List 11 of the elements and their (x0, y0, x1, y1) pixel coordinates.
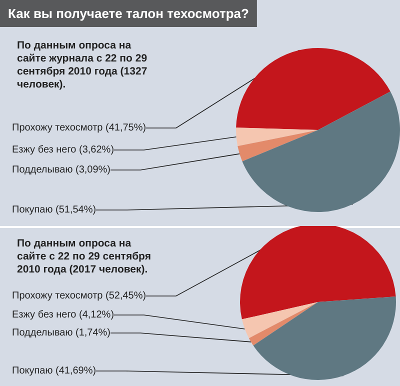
slice-label: Подделываю (1,74%) (12, 328, 111, 338)
slice-label: Покупаю (41,69%) (12, 366, 96, 376)
slice-label: Прохожу техосмотр (41,75%) (12, 122, 146, 134)
slice-label: Покупаю (51,54%) (12, 204, 96, 216)
slice-label: Прохожу техосмотр (52,45%) (12, 290, 146, 302)
text: По данным опроса на сайте журнала с 22 по 29 сентября 2010 года (1327 человек). (17, 40, 150, 90)
slice-label: Подделываю (3,09%) (12, 164, 111, 176)
chart-title: Как вы получаете талон техосмотра? (8, 6, 249, 21)
slice-label: Езжу без него (3,62%) (12, 144, 114, 156)
slice-label: Езжу без него (4,12%) (12, 310, 114, 320)
text: По данным опроса на сайте с 22 по 29 сентября 2010 года (2017 человек). (17, 238, 154, 276)
